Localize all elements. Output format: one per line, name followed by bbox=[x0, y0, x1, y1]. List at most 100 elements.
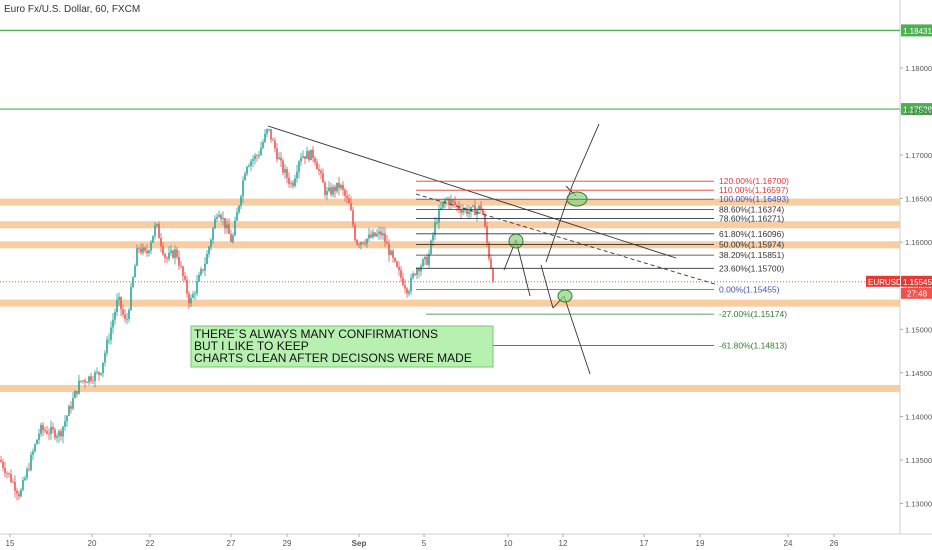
candle-body bbox=[310, 149, 312, 161]
candle-body bbox=[330, 187, 332, 195]
candle-body bbox=[300, 157, 302, 162]
candle-body bbox=[134, 265, 136, 278]
price-tick-label: 1.16000 bbox=[905, 238, 932, 247]
time-tick-label: 17 bbox=[640, 539, 649, 548]
candle-body bbox=[298, 161, 300, 172]
candle-body bbox=[372, 232, 374, 238]
candle-body bbox=[396, 261, 398, 267]
fib-level-label: 88.60%(1.16374) bbox=[719, 205, 784, 215]
candle-body bbox=[156, 224, 158, 226]
candle-body bbox=[468, 211, 470, 215]
candle-body bbox=[148, 250, 150, 254]
candle-body bbox=[308, 151, 310, 161]
candle-body bbox=[90, 376, 92, 381]
candle-body bbox=[86, 382, 88, 383]
candle-body bbox=[326, 190, 328, 195]
candle-body bbox=[362, 242, 364, 244]
candle-body bbox=[238, 205, 240, 213]
candle-body bbox=[266, 129, 268, 134]
candle-body bbox=[318, 169, 320, 171]
time-tick-label: 15 bbox=[6, 539, 15, 548]
candle-body bbox=[12, 481, 14, 483]
annotation-line: THERE´S ALWAYS MANY CONFIRMATIONS bbox=[194, 327, 438, 341]
candle-body bbox=[116, 299, 118, 313]
candle-body bbox=[102, 362, 104, 374]
candle-body bbox=[78, 380, 80, 394]
level-price-tag bbox=[901, 103, 932, 116]
candle-body bbox=[210, 239, 212, 247]
candle-body bbox=[384, 233, 386, 243]
candle-body bbox=[352, 210, 354, 226]
candle-body bbox=[484, 214, 486, 227]
countdown-tag bbox=[901, 287, 932, 299]
candle-body bbox=[418, 268, 420, 272]
candle-body bbox=[258, 155, 260, 157]
candle-body bbox=[354, 225, 356, 241]
candle-body bbox=[428, 253, 430, 265]
candle-body bbox=[36, 439, 38, 445]
fibonacci-extension: 120.00%(1.16700)110.00%(1.16597)100.00%(… bbox=[416, 176, 789, 351]
projection-leg-5 bbox=[540, 264, 554, 309]
candle-body bbox=[460, 209, 462, 213]
candle-body bbox=[356, 240, 358, 245]
candle-body bbox=[190, 297, 192, 304]
candle-body bbox=[264, 133, 266, 143]
candle-body bbox=[236, 212, 238, 221]
fib-level-label: -61.80%(1.14813) bbox=[719, 341, 787, 351]
price-tick-label: 1.16500 bbox=[905, 195, 932, 204]
candle-body bbox=[274, 140, 276, 149]
candle-body bbox=[278, 157, 280, 160]
candle-body bbox=[184, 276, 186, 280]
candle-body bbox=[180, 265, 182, 267]
candle-body bbox=[296, 171, 298, 179]
candle-body bbox=[430, 240, 432, 254]
candle-body bbox=[92, 380, 94, 382]
candle-body bbox=[70, 406, 72, 409]
candle-body bbox=[252, 159, 254, 162]
candle-body bbox=[350, 203, 352, 211]
candle-body bbox=[366, 238, 368, 244]
candle-body bbox=[338, 182, 340, 189]
candle-body bbox=[424, 256, 426, 260]
candle-body bbox=[130, 287, 132, 311]
confirmation-circle bbox=[508, 233, 524, 249]
candle-body bbox=[220, 215, 222, 220]
candle-body bbox=[30, 454, 32, 470]
candle-body bbox=[288, 177, 290, 184]
candle-body bbox=[200, 269, 202, 275]
time-tick-label: 10 bbox=[504, 539, 513, 548]
candle-body bbox=[174, 249, 176, 258]
candle-body bbox=[452, 200, 454, 202]
fib-level-label: 0.00%(1.15455) bbox=[719, 285, 780, 295]
price-tick-label: 1.13000 bbox=[905, 500, 932, 509]
candle-body bbox=[390, 250, 392, 256]
candle-body bbox=[204, 263, 206, 271]
candle-body bbox=[490, 258, 492, 269]
candle-body bbox=[106, 339, 108, 353]
candle-body bbox=[232, 235, 234, 242]
candle-body bbox=[282, 160, 284, 173]
symbol-tag bbox=[866, 275, 900, 287]
last-price-label: 1.15545 bbox=[903, 278, 932, 287]
candle-body bbox=[368, 234, 370, 239]
candle-body bbox=[178, 256, 180, 266]
candle-body bbox=[270, 129, 272, 140]
fib-level-label: -27.00%(1.15174) bbox=[719, 309, 787, 319]
candle-body bbox=[22, 479, 24, 490]
fib-level-label: 110.00%(1.16597) bbox=[719, 185, 788, 195]
candle-body bbox=[402, 277, 404, 286]
candle-body bbox=[268, 129, 270, 130]
candlesticks bbox=[0, 128, 494, 501]
fib-level-label: 50.00%(1.15974) bbox=[719, 239, 784, 249]
candle-body bbox=[104, 352, 106, 363]
countdown-label: 27:48 bbox=[907, 289, 928, 298]
time-tick-label: 19 bbox=[696, 539, 705, 548]
candle-body bbox=[378, 231, 380, 234]
candle-body bbox=[344, 189, 346, 196]
symbol-tag-label: EURUSD bbox=[868, 278, 902, 287]
candle-body bbox=[24, 477, 26, 480]
candle-body bbox=[0, 459, 2, 462]
candle-body bbox=[216, 216, 218, 219]
